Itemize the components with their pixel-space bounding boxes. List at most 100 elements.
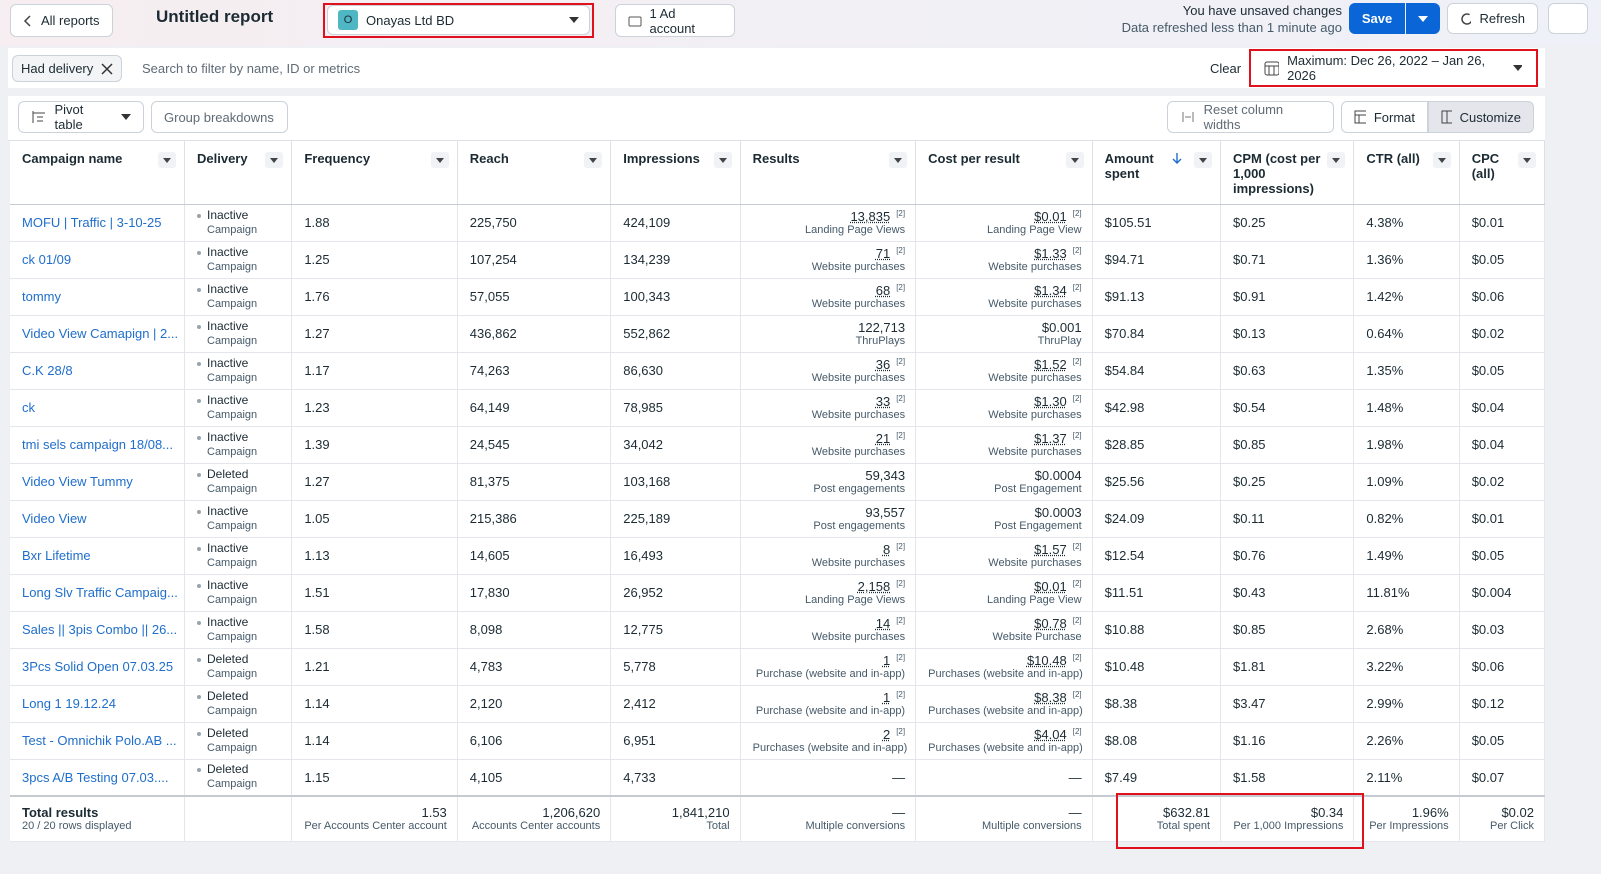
cell-value: $3.47 (1233, 696, 1266, 711)
delivery-level: Campaign (207, 482, 283, 497)
cell: 1.39 (292, 426, 457, 463)
caret (569, 17, 579, 23)
campaign-link[interactable]: Video View (22, 511, 87, 526)
column-header[interactable]: Cost per result (916, 141, 1093, 204)
column-menu[interactable] (158, 152, 176, 168)
save-menu[interactable] (1406, 3, 1440, 34)
filter-chip[interactable]: Had delivery (12, 55, 122, 82)
column-header[interactable]: CPM (cost per 1,000 impressions) (1221, 141, 1354, 204)
column-menu[interactable] (1518, 152, 1536, 168)
cell: $1.33[2]Website purchases (916, 241, 1093, 278)
column-menu[interactable] (265, 152, 283, 168)
campaign-link[interactable]: 3Pcs Solid Open 07.03.25 (22, 659, 173, 674)
customize-button[interactable]: Customize (1428, 101, 1534, 133)
campaign-link[interactable]: Long 1 19.12.24 (22, 696, 116, 711)
cell: InactiveCampaign (185, 204, 292, 241)
footnote: [2] (896, 616, 905, 625)
column-header[interactable]: Frequency (292, 141, 457, 204)
campaign-link[interactable]: MOFU | Traffic | 3-10-25 (22, 215, 161, 230)
column-header[interactable]: Results (740, 141, 916, 204)
campaign-link[interactable]: Bxr Lifetime (22, 548, 91, 563)
campaign-link[interactable]: 3pcs A/B Testing 07.03.... (22, 770, 168, 785)
campaign-link[interactable]: C.K 28/8 (22, 363, 73, 378)
group-button[interactable]: Group breakdowns (151, 101, 288, 133)
cell: 57,055 (457, 278, 610, 315)
cell: DeletedCampaign (185, 759, 292, 796)
column-header[interactable]: CTR (all) (1354, 141, 1459, 204)
column-header[interactable]: CPC (all) (1459, 141, 1544, 204)
date-picker[interactable]: Maximum: Dec 26, 2022 – Jan 26, 2026 (1252, 53, 1534, 83)
column-menu[interactable] (1066, 152, 1084, 168)
cell: Long 1 19.12.24 (10, 685, 185, 722)
reset-button[interactable]: Reset column widths (1167, 101, 1334, 133)
metric-label: Website purchases (928, 557, 1082, 570)
metric-label: Website purchases (753, 446, 906, 459)
cell-value: $70.84 (1105, 326, 1145, 341)
column-menu[interactable] (889, 152, 907, 168)
cell: DeletedCampaign (185, 722, 292, 759)
column-menu[interactable] (584, 152, 602, 168)
column-header[interactable]: Impressions (611, 141, 740, 204)
column-header[interactable]: Campaign name (10, 141, 185, 204)
cell: $10.48[2]Purchases (website and in-app) (916, 648, 1093, 685)
campaign-link[interactable]: tmi sels campaign 18/08... (22, 437, 173, 452)
campaign-link[interactable]: Long Slv Traffic Campaig... (22, 585, 178, 600)
cell: $8.38[2]Purchases (website and in-app) (916, 685, 1093, 722)
campaign-link[interactable]: ck (22, 400, 35, 415)
campaign-link[interactable]: Sales || 3pis Combo || 26... (22, 622, 177, 637)
cell: $0.02Per Click (1459, 796, 1544, 841)
cell: 1[2]Purchase (website and in-app) (740, 648, 916, 685)
customize-label: Customize (1460, 110, 1521, 125)
ad-account-button[interactable]: 1 Ad account (615, 4, 735, 37)
campaign-link[interactable]: tommy (22, 289, 61, 304)
cell-value: $10.88 (1105, 622, 1145, 637)
column-menu[interactable] (431, 152, 449, 168)
cell: $1.58 (1221, 759, 1354, 796)
save-button[interactable]: Save (1349, 3, 1405, 34)
back-button[interactable]: All reports (10, 4, 113, 37)
report-title[interactable]: Untitled report (156, 7, 273, 27)
cell: Test - Omnichik Polo.AB ... (10, 722, 185, 759)
delivery-status: InactiveCampaign (197, 393, 283, 423)
campaign-link[interactable]: Video View Tummy (22, 474, 133, 489)
column-header[interactable]: Delivery (185, 141, 292, 204)
search-input[interactable]: Search to filter by name, ID or metrics (142, 61, 360, 76)
cell: 1.36% (1354, 241, 1459, 278)
column-menu[interactable] (714, 152, 732, 168)
column-header[interactable]: Reach (457, 141, 610, 204)
cell: 1.05 (292, 500, 457, 537)
cell: $0.78[2]Website Purchase (916, 611, 1093, 648)
cell: 100,343 (611, 278, 740, 315)
column-menu[interactable] (1194, 152, 1212, 168)
campaign-link[interactable]: Video View Camapign | 2... (22, 326, 178, 341)
column-title: Results (753, 151, 908, 166)
cell: 424,109 (611, 204, 740, 241)
cell-value: $105.51 (1105, 215, 1152, 230)
cell: 71[2]Website purchases (740, 241, 916, 278)
campaign-link[interactable]: Test - Omnichik Polo.AB ... (22, 733, 177, 748)
cell: $25.56 (1092, 463, 1220, 500)
cell: Long Slv Traffic Campaig... (10, 574, 185, 611)
column-header[interactable]: Amount spent (1092, 141, 1220, 204)
campaign-link[interactable]: ck 01/09 (22, 252, 71, 267)
pivot-button[interactable]: Pivot table (18, 101, 144, 133)
column-menu[interactable] (1327, 152, 1345, 168)
refresh-button[interactable]: Refresh (1447, 3, 1538, 34)
cell-value: 134,239 (623, 252, 670, 267)
cell-value: 2,412 (623, 696, 656, 711)
cell-value: 1.09% (1366, 474, 1403, 489)
cell: 2,158[2]Landing Page Views (740, 574, 916, 611)
metric-label: Landing Page View (928, 594, 1082, 607)
metric-label: Purchases (website and in-app) (928, 705, 1082, 718)
account-selector[interactable]: OOnayas Ltd BD (327, 5, 590, 35)
clear-button[interactable]: Clear (1210, 61, 1241, 76)
column-menu[interactable] (1433, 152, 1451, 168)
cell: $105.51 (1092, 204, 1220, 241)
share-button[interactable] (1548, 3, 1588, 34)
cell: 1.35% (1354, 352, 1459, 389)
format-button[interactable]: Format (1341, 101, 1428, 133)
caret (1513, 65, 1522, 71)
metric-value: 68 (876, 283, 890, 298)
metric-value: $1.34 (1034, 283, 1067, 298)
footnote: [2] (1073, 616, 1082, 625)
